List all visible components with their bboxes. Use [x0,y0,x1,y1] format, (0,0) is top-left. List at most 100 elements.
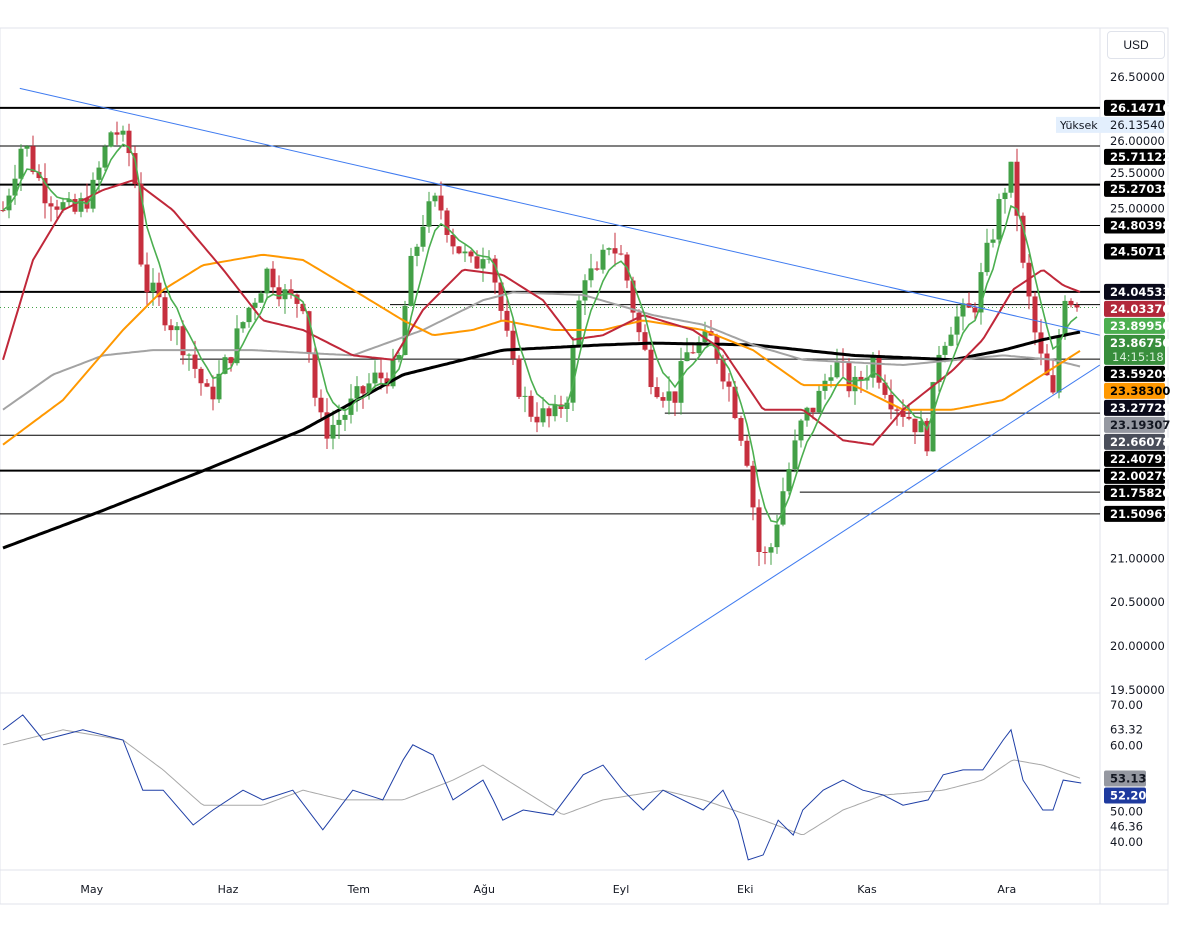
rsi-pane [2,714,1082,861]
rsi-value-label: 52.20 [1110,788,1146,802]
candle-body [168,325,174,331]
candle-body [72,199,78,212]
candle-body [882,382,888,395]
last-price-bg [1104,334,1165,365]
candle-body [576,300,582,346]
candle-body [918,420,924,433]
price-label: 23.19307 [1110,418,1170,432]
candle-body [906,416,912,419]
candle-body [786,469,792,492]
candle-body [858,376,864,381]
time-axis-label: Ara [997,883,1016,896]
candle-body [978,272,984,313]
price-tick-label: 20.00000 [1110,639,1165,653]
candle-body [456,246,462,254]
candle-body [192,354,198,369]
candle-body [612,248,618,254]
candle-body [438,195,444,211]
candle-body [1038,332,1044,354]
candle-body [96,167,102,180]
candle-body [252,302,258,308]
candle-body [654,387,660,398]
candle-body [318,397,324,413]
candle-body [48,203,54,207]
candle-body [846,362,852,392]
candle-body [426,201,432,227]
candle-body [756,507,762,552]
trendline-ascending [644,364,1100,661]
candle-body [690,352,696,354]
candle-body [828,377,834,381]
candle-body [408,255,414,306]
candle-body [0,210,6,212]
candle-body [666,391,672,401]
candle-body [18,148,24,179]
price-label: 22.00279 [1110,469,1170,483]
candle-body [372,372,378,384]
price-label-bg [1104,243,1165,260]
candle-body [1002,192,1008,200]
candle-body [996,199,1002,240]
candle-body [1062,300,1068,336]
candle-body [450,234,456,247]
price-label: 24.04533 [1110,285,1170,299]
candle-body [990,239,996,243]
candle-body [936,354,942,383]
candle-body [198,368,204,384]
price-label-bg [1104,399,1165,416]
candle-body [216,373,222,400]
time-axis-label: Haz [218,883,239,896]
candle-body [552,404,558,417]
candle-body [972,307,978,313]
candle-body [444,210,450,235]
candle-body [1044,353,1050,376]
candle-body [222,357,228,374]
candle-body [960,303,966,317]
time-axis-label: Eki [737,883,753,896]
high-marker-label: Yüksek [1059,119,1098,132]
candle-body [870,357,876,378]
price-label: 21.50967 [1110,507,1170,521]
moving-average-ma100 [2,291,1081,411]
candle-body [660,397,666,401]
rsi-tick-label: 40.00 [1110,835,1143,849]
trendline-descending [19,87,1100,336]
candle-body [240,322,246,329]
candle-body [204,383,210,387]
candle-body [228,357,234,364]
candle-body [924,420,930,452]
candle-body [312,353,318,398]
candle-body [402,305,408,356]
rsi-tick-label: 50.00 [1110,804,1143,818]
candle-body [12,178,18,196]
price-label: 23.27729 [1110,401,1170,415]
price-label-bg [1104,450,1165,467]
candle-body [78,198,84,212]
candle-body [66,199,72,203]
candle-body [900,410,906,417]
candle-body [258,293,264,303]
rsi-ma-label: 53.13 [1110,771,1146,785]
candle-body [468,251,474,257]
rsi-value-label-bg [1104,787,1146,804]
candle-body [522,395,528,397]
candle-body [804,407,810,421]
rsi-tick-label: 63.32 [1110,722,1143,736]
candle-body [678,361,684,403]
price-tick-label: 26.00000 [1110,134,1165,148]
price-label-bg [1104,433,1165,450]
candle-body [288,289,294,295]
price-label: 22.40797 [1110,452,1170,466]
candle-body [120,130,126,135]
price-label-bg [1104,317,1165,334]
candle-body [342,414,348,420]
candle-body [516,358,522,397]
rsi-tick-label: 70.00 [1110,698,1143,712]
candle-body [114,132,120,135]
price-tick-label: 26.50000 [1110,70,1165,84]
candle-body [582,280,588,301]
high-marker-bg [1056,116,1164,133]
candle-body [894,409,900,411]
currency-button[interactable]: USD [1107,31,1165,59]
